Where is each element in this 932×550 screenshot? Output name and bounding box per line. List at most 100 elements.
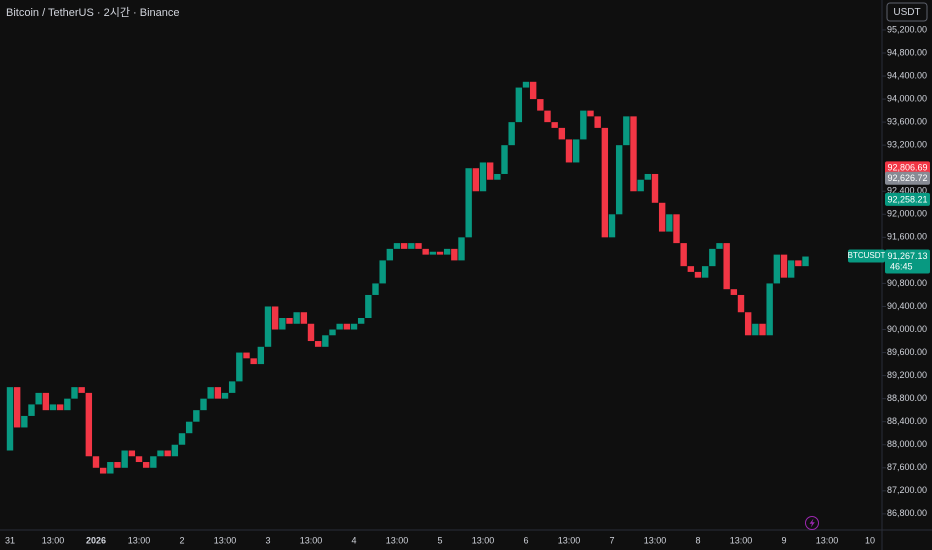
candle-body <box>322 335 329 347</box>
y-tick-label: 88,400.00 <box>887 416 927 426</box>
candle-body <box>257 346 265 365</box>
candle-body <box>666 214 673 232</box>
candle-body <box>680 243 687 267</box>
candle-body <box>307 323 315 342</box>
x-tick-label: 6 <box>523 535 528 545</box>
candle-body <box>687 266 695 272</box>
x-tick-label: 8 <box>695 535 700 545</box>
candle-body <box>544 110 551 123</box>
candle-body <box>329 329 336 336</box>
x-tick-label: 31 <box>5 535 15 545</box>
candle-body <box>379 260 386 284</box>
candle-body <box>594 116 601 128</box>
candle-body <box>85 392 93 457</box>
last-price-label: 91,267.13 <box>887 251 927 261</box>
candle-body <box>658 202 666 232</box>
candle-body <box>472 168 480 192</box>
candle-body <box>501 145 508 174</box>
y-tick-label: 94,000.00 <box>887 93 927 103</box>
candle-body <box>709 248 716 267</box>
candle-body <box>35 392 42 405</box>
price-label-box <box>885 171 930 185</box>
candle-body <box>737 294 745 313</box>
x-tick-label: 2 <box>179 535 184 545</box>
candle-body <box>207 387 214 399</box>
lightning-icon[interactable] <box>805 516 819 530</box>
candle-body <box>13 387 21 428</box>
x-tick-label: 9 <box>781 535 786 545</box>
candle-body <box>651 173 659 203</box>
candle-body <box>28 404 35 416</box>
candle-body <box>56 404 64 411</box>
candle-body <box>286 318 293 324</box>
y-tick-label: 87,200.00 <box>887 485 927 495</box>
candle-body <box>350 323 358 330</box>
candle-body <box>537 99 544 111</box>
candle-body <box>193 410 200 422</box>
x-tick-label: 7 <box>609 535 614 545</box>
candle-body <box>465 168 472 238</box>
candle-body <box>608 214 616 238</box>
x-tick-label: 3 <box>265 535 270 545</box>
x-tick-label: 13:00 <box>644 535 667 545</box>
price-label-box <box>885 192 930 206</box>
y-tick-label: 87,600.00 <box>887 462 927 472</box>
price-label-box <box>885 161 930 175</box>
candle-body <box>615 145 623 215</box>
candle-body <box>214 387 222 399</box>
candle-body <box>630 116 637 192</box>
y-tick-label: 90,000.00 <box>887 324 927 334</box>
x-tick-label: 13:00 <box>816 535 839 545</box>
candle-body <box>508 122 515 146</box>
x-tick-label: 13:00 <box>42 535 65 545</box>
y-tick-label: 88,800.00 <box>887 393 927 403</box>
candle-body <box>336 323 343 330</box>
candle-body <box>357 318 365 324</box>
candle-body <box>716 243 723 249</box>
currency-button-label[interactable]: USDT <box>893 7 920 18</box>
candle-body <box>723 243 730 290</box>
countdown: 46:45 <box>890 261 913 271</box>
x-tick-label: 13:00 <box>214 535 237 545</box>
candle-body <box>458 237 465 261</box>
candle-body <box>522 81 530 88</box>
candle-body <box>773 254 781 284</box>
candle-body <box>673 214 680 244</box>
candle-body <box>293 312 300 324</box>
symbol-tag: BTCUSDT <box>848 251 886 260</box>
price-label: 92,258.21 <box>887 194 927 204</box>
candle-body <box>529 81 537 100</box>
candle-body <box>802 256 809 267</box>
candle-body <box>228 381 236 393</box>
candle-body <box>436 251 444 255</box>
candle-body <box>443 248 451 255</box>
candle-body <box>451 248 458 261</box>
candle-body <box>752 323 759 336</box>
candle-body <box>623 116 630 146</box>
candle-body <box>701 266 709 278</box>
currency-button[interactable] <box>886 2 928 22</box>
candle-body <box>178 433 186 445</box>
candle-body <box>150 456 157 468</box>
y-tick-label: 86,800.00 <box>887 508 927 518</box>
candle-body <box>99 467 107 474</box>
candle-body <box>21 415 28 428</box>
chart-title: Bitcoin / TetherUS · 2시간 · Binance <box>6 6 180 19</box>
candle-body <box>694 271 702 278</box>
candle-body <box>795 260 802 267</box>
candle-body <box>637 179 644 192</box>
x-tick-label: 13:00 <box>558 535 581 545</box>
candle-body <box>372 283 379 295</box>
candle-body <box>787 260 795 278</box>
candle-body <box>429 251 437 255</box>
y-tick-label: 93,200.00 <box>887 140 927 150</box>
candle-body <box>730 289 738 295</box>
candle-body <box>515 87 523 123</box>
y-tick-label: 89,200.00 <box>887 370 927 380</box>
candle-body <box>486 162 494 180</box>
candle-body <box>6 387 14 451</box>
y-tick-label: 92,000.00 <box>887 209 927 219</box>
candle-body <box>49 404 57 411</box>
candle-body <box>92 456 100 468</box>
